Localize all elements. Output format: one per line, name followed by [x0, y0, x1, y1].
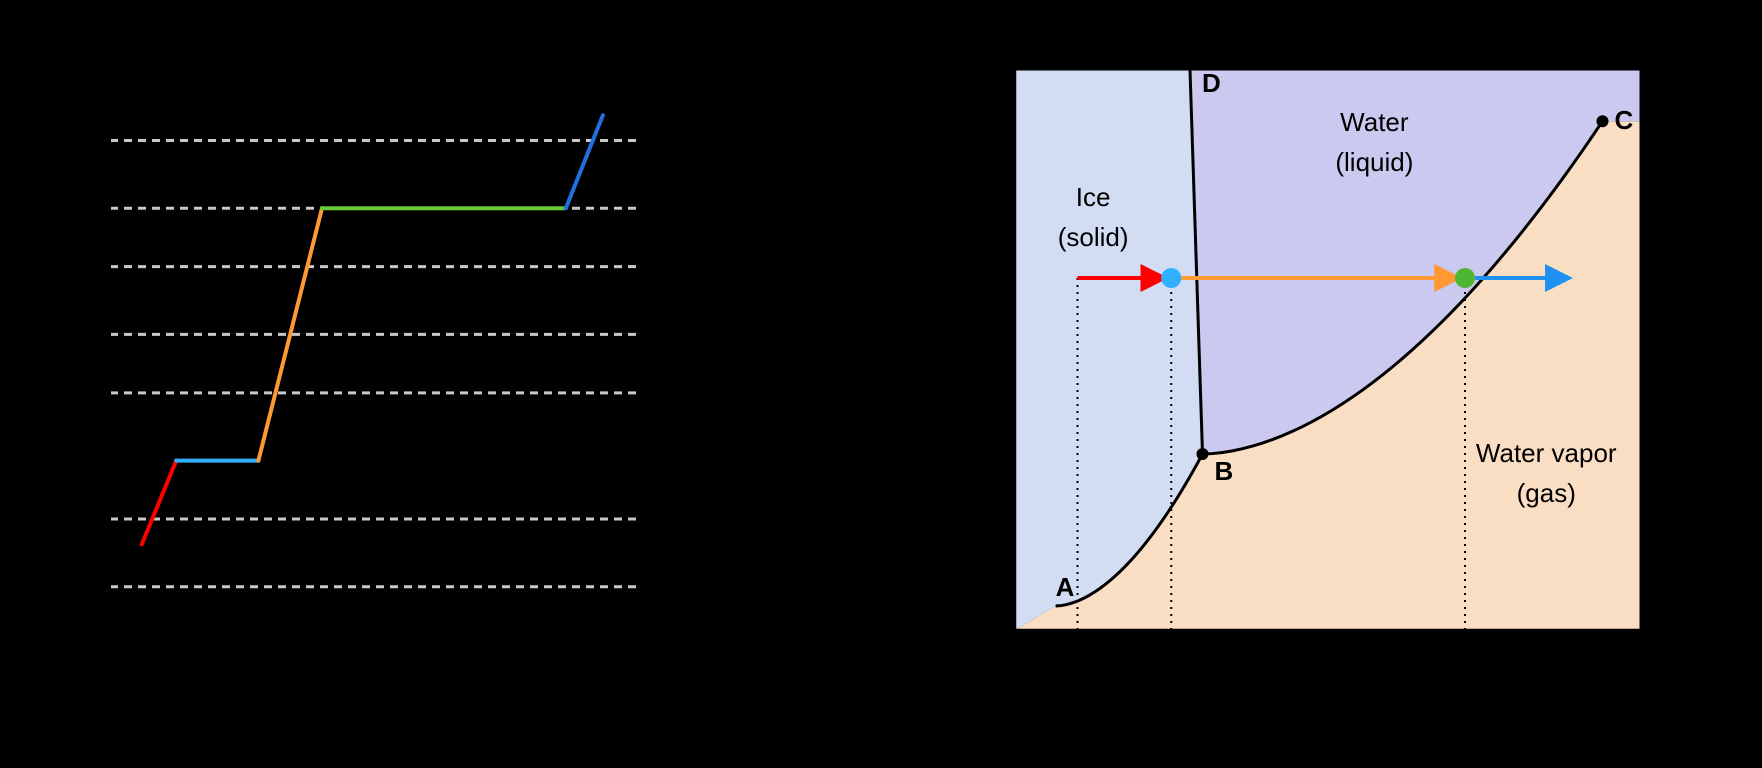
x-arrow-label: T [1685, 615, 1704, 646]
dot-boiling [1455, 268, 1475, 288]
ytick-left: 350 [53, 252, 96, 282]
svg-text:T / K: T / K [15, 325, 46, 384]
ytick-left: 250 [53, 504, 96, 534]
ytick-right: 100 [654, 193, 697, 223]
leader-boiling [391, 184, 407, 202]
segment-gas-heating [566, 115, 603, 208]
leader-melting [221, 467, 237, 491]
panel-a: 250 300 350 400 -50 0 50 100 T / K T / °C Heat add… [15, 90, 724, 722]
label-D: D [1202, 68, 1221, 98]
xlabel: Heat added [303, 640, 448, 671]
xtick: 100 [1495, 643, 1535, 670]
label-solid-1: Ice [1076, 182, 1111, 212]
label-liquid-2: (liquid) [1335, 147, 1413, 177]
critical-point [1597, 115, 1609, 127]
label-B: B [1215, 456, 1234, 486]
label-gas-1: Water vapor [1476, 438, 1617, 468]
label-A: A [1056, 572, 1075, 602]
ytick-left: 300 [53, 378, 96, 408]
svg-text:p / atm: p / atm [935, 307, 966, 394]
label-C: C [1615, 105, 1634, 135]
dot-melting [1161, 268, 1181, 288]
ylabel: p / atm [935, 307, 966, 394]
annotation-melting: melting (6 kJ mol⁻¹) [173, 493, 366, 518]
segment-solid-heating [142, 461, 176, 545]
svg-text:T / °C: T / °C [693, 319, 724, 391]
panel-a-id: (a) [30, 689, 67, 722]
label-solid-2: (solid) [1058, 222, 1129, 252]
xtick: −60 [1019, 643, 1060, 670]
regions [1015, 70, 1640, 630]
ytick-left: 400 [53, 125, 96, 155]
label-gas-2: (gas) [1517, 478, 1576, 508]
y-arrow-label: p [992, 15, 1009, 46]
triple-point [1197, 448, 1209, 460]
ytick-right: 0 [654, 446, 668, 476]
figure-svg: 250 300 350 400 -50 0 50 100 T / K T / °C Heat add… [0, 0, 1762, 768]
annotation-boiling: boiling (41 kJ mol⁻¹) [345, 160, 542, 185]
ytick-right: -50 [654, 572, 692, 602]
xtick: 0 [1196, 643, 1209, 670]
ylabel-left: T / K [15, 325, 46, 384]
panel-b-id: (b) [925, 714, 962, 747]
ylabel-right: T / °C [693, 319, 724, 391]
panel-b: A B C D Ice (solid) Water (liquid) Water vapor (g… [925, 15, 1704, 747]
ytick-1: 1 [986, 266, 999, 293]
ytick-right: 50 [654, 319, 683, 349]
label-liquid-1: Water [1340, 107, 1409, 137]
xlabel: T / °C [1292, 675, 1364, 706]
figure-container: 250 300 350 400 -50 0 50 100 T / K T / °C Heat add… [0, 0, 1762, 768]
